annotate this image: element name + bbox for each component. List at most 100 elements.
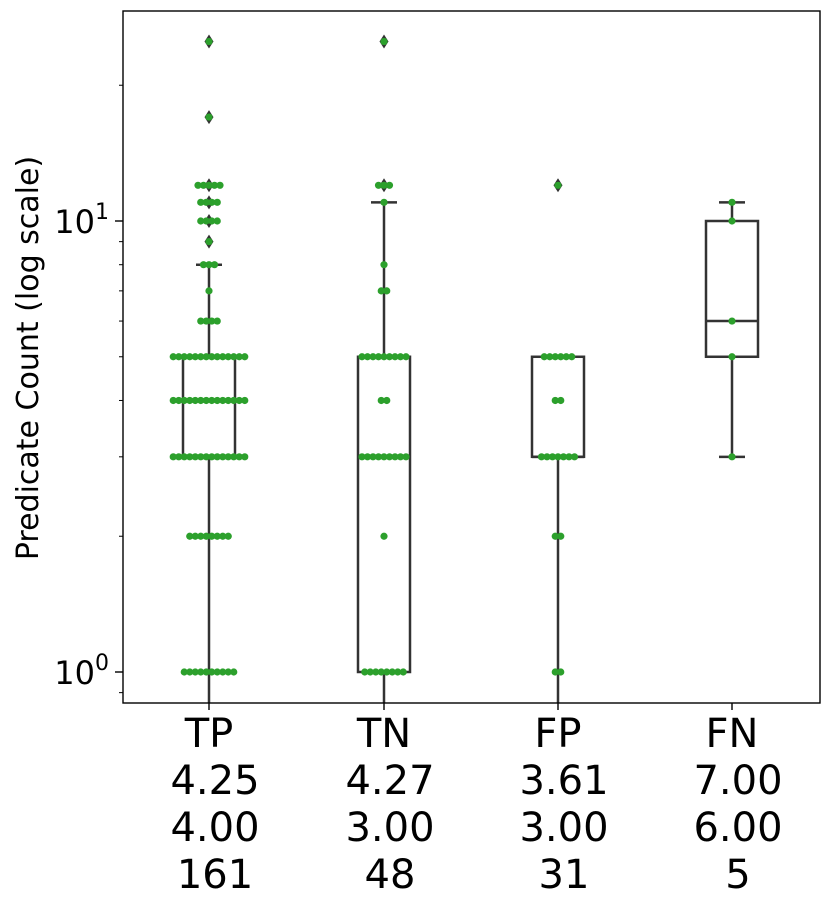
data-point-tp [219, 353, 227, 361]
data-point-tp [208, 198, 216, 206]
data-point-tn [391, 453, 399, 461]
data-point-fn [728, 353, 736, 361]
data-point-tp [199, 261, 208, 269]
iqr-box [181, 355, 237, 459]
data-point-tp [208, 532, 216, 540]
data-point-tp [210, 181, 219, 189]
data-point-tp [208, 317, 216, 325]
data-point-tp [235, 453, 243, 461]
iqr-box [356, 355, 412, 674]
data-point-tp [202, 353, 210, 361]
data-point-fn [728, 453, 736, 461]
data-point-fp [551, 353, 559, 361]
x-stat-label: 3.00 [519, 805, 608, 851]
data-point-tp [202, 668, 210, 676]
axes-layer: 100 101 [54, 84, 733, 710]
x-stat-label: 31 [539, 852, 590, 898]
data-point-tp [197, 532, 205, 540]
data-point-tp [180, 396, 188, 405]
data-point-tp [213, 198, 221, 206]
data-point-tn [380, 453, 388, 461]
data-point-tp [224, 453, 232, 461]
x-category-label: TP [184, 711, 234, 757]
data-point-tp [186, 453, 194, 461]
data-point-fp [551, 532, 559, 540]
data-point-tp [230, 453, 238, 461]
plot-frame [122, 10, 821, 704]
data-point-fp [557, 668, 565, 676]
data-point-tp [202, 217, 210, 225]
data-point-tp [169, 453, 177, 461]
data-point-tn [380, 261, 388, 269]
data-point-tn [396, 353, 405, 361]
data-point-fp [559, 453, 568, 461]
data-point-fp [557, 532, 565, 540]
data-point-tp [205, 287, 213, 295]
data-point-tp [216, 181, 224, 189]
data-point-fp [568, 353, 576, 361]
data-point-tp [175, 396, 183, 405]
data-point-tn [374, 453, 383, 461]
data-point-tn [377, 668, 385, 676]
data-point-tp [213, 668, 221, 676]
data-point-tn [377, 287, 385, 295]
x-stat-label: 4.25 [170, 758, 259, 804]
data-point-tp [208, 668, 216, 676]
data-point-tp [197, 217, 205, 225]
x-stat-label: 48 [365, 852, 416, 898]
points-layer [169, 37, 736, 676]
data-point-tp [224, 668, 232, 676]
data-point-tp [186, 353, 194, 361]
data-point-fp [551, 668, 559, 676]
x-stat-label: 4.27 [345, 758, 434, 804]
data-point-tn [374, 353, 383, 361]
data-point-fp [554, 181, 562, 189]
data-point-tp [197, 396, 205, 405]
iqr-box [530, 355, 586, 459]
data-point-tp [191, 453, 199, 461]
data-point-tp [205, 37, 213, 46]
y-axis-label: Predicate Count (log scale) [11, 156, 46, 560]
data-point-tp [241, 353, 249, 361]
data-point-tp [202, 198, 210, 206]
data-point-tp [224, 396, 232, 405]
data-point-tp [169, 353, 177, 361]
data-point-tn [402, 453, 410, 461]
data-point-tp [186, 396, 194, 405]
data-point-tp [219, 453, 227, 461]
data-point-tn [369, 453, 377, 461]
data-point-tn [385, 453, 394, 461]
data-point-tp [208, 453, 216, 461]
x-stat-label: 161 [177, 852, 253, 898]
data-point-tn [366, 668, 374, 676]
x-stat-label: 6.00 [693, 805, 782, 851]
data-point-tp [230, 668, 238, 676]
x-category-label: TN [356, 711, 411, 757]
data-point-tp [191, 353, 199, 361]
data-point-tp [208, 353, 216, 361]
data-point-tn [385, 353, 394, 361]
data-point-tp [175, 353, 183, 361]
data-point-fp [554, 453, 562, 461]
data-point-tn [396, 453, 405, 461]
data-point-tp [219, 668, 227, 676]
data-point-fp [543, 453, 551, 461]
data-point-tn [383, 668, 391, 676]
data-point-tp [210, 261, 219, 269]
data-point-tp [197, 317, 205, 325]
data-point-tn [380, 37, 388, 46]
data-point-tn [377, 396, 385, 405]
data-point-tp [197, 353, 205, 361]
box-fp [530, 178, 586, 703]
data-point-tp [213, 353, 221, 361]
x-category-label: FN [706, 711, 759, 757]
data-point-tn [388, 668, 396, 676]
data-point-tp [186, 668, 194, 676]
data-point-fp [537, 453, 546, 461]
data-point-tp [191, 668, 199, 676]
data-point-tp [213, 396, 221, 405]
data-point-tp [202, 532, 210, 540]
data-point-fp [548, 453, 557, 461]
data-point-fp [557, 396, 565, 405]
